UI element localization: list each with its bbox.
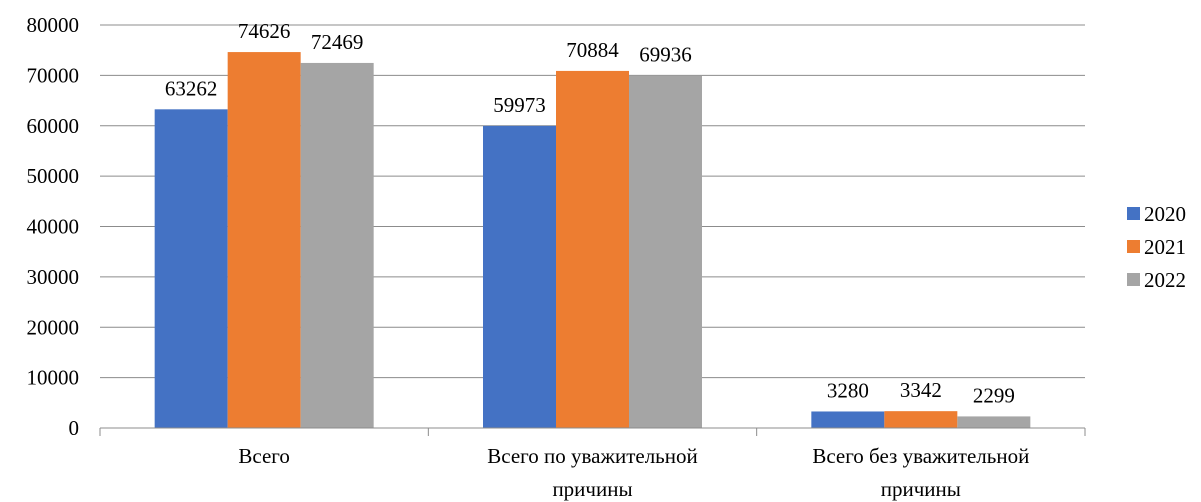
bar-2022 <box>957 416 1031 428</box>
data-label: 63262 <box>165 76 218 100</box>
x-category-label: причины <box>552 477 632 501</box>
legend-label: 2020 <box>1144 202 1186 226</box>
legend-label: 2021 <box>1144 235 1186 259</box>
bar-2021 <box>227 52 301 428</box>
x-axis: Всего Всего по уважительной причины Всего б… <box>99 427 1086 501</box>
legend-swatch-2021 <box>1127 240 1140 253</box>
y-tick-label: 30000 <box>27 265 80 289</box>
y-axis: 0 10000 20000 30000 40000 50000 60000 70000 8000… <box>27 13 80 440</box>
y-tick-label: 40000 <box>27 215 80 239</box>
y-tick-label: 20000 <box>27 315 80 339</box>
data-label: 3342 <box>900 378 942 402</box>
bar-2020 <box>483 125 556 428</box>
x-category-label: Всего без уважительной <box>812 444 1029 468</box>
data-label: 72469 <box>311 30 364 54</box>
data-labels: 63262 74626 72469 59973 70884 69936 3280 3342 22… <box>165 19 1015 407</box>
legend-swatch-2020 <box>1127 207 1140 220</box>
bar-2021 <box>884 411 958 428</box>
data-label: 69936 <box>639 43 692 67</box>
y-tick-label: 10000 <box>27 366 80 390</box>
x-category-label: Всего <box>238 444 290 468</box>
bar-2022 <box>300 62 374 429</box>
legend: 2020 2021 2022 <box>1127 202 1186 292</box>
bar-2021 <box>556 70 629 429</box>
x-category-label: Всего по уважительной <box>487 444 697 468</box>
legend-swatch-2022 <box>1127 273 1140 286</box>
data-label: 3280 <box>827 378 869 402</box>
bar-2020 <box>811 411 885 428</box>
bar-2020 <box>154 109 228 428</box>
y-tick-label: 70000 <box>27 63 80 87</box>
data-label: 74626 <box>238 19 291 43</box>
x-category-label: причины <box>881 477 961 501</box>
data-label: 70884 <box>566 38 619 62</box>
y-tick-label: 0 <box>69 416 80 440</box>
y-tick-label: 80000 <box>27 13 80 37</box>
data-label: 2299 <box>973 383 1015 407</box>
legend-label: 2022 <box>1144 268 1186 292</box>
bars <box>154 52 1031 429</box>
data-label: 59973 <box>493 93 546 117</box>
y-tick-label: 60000 <box>27 114 80 138</box>
y-tick-label: 50000 <box>27 164 80 188</box>
bar-2022 <box>629 75 702 429</box>
